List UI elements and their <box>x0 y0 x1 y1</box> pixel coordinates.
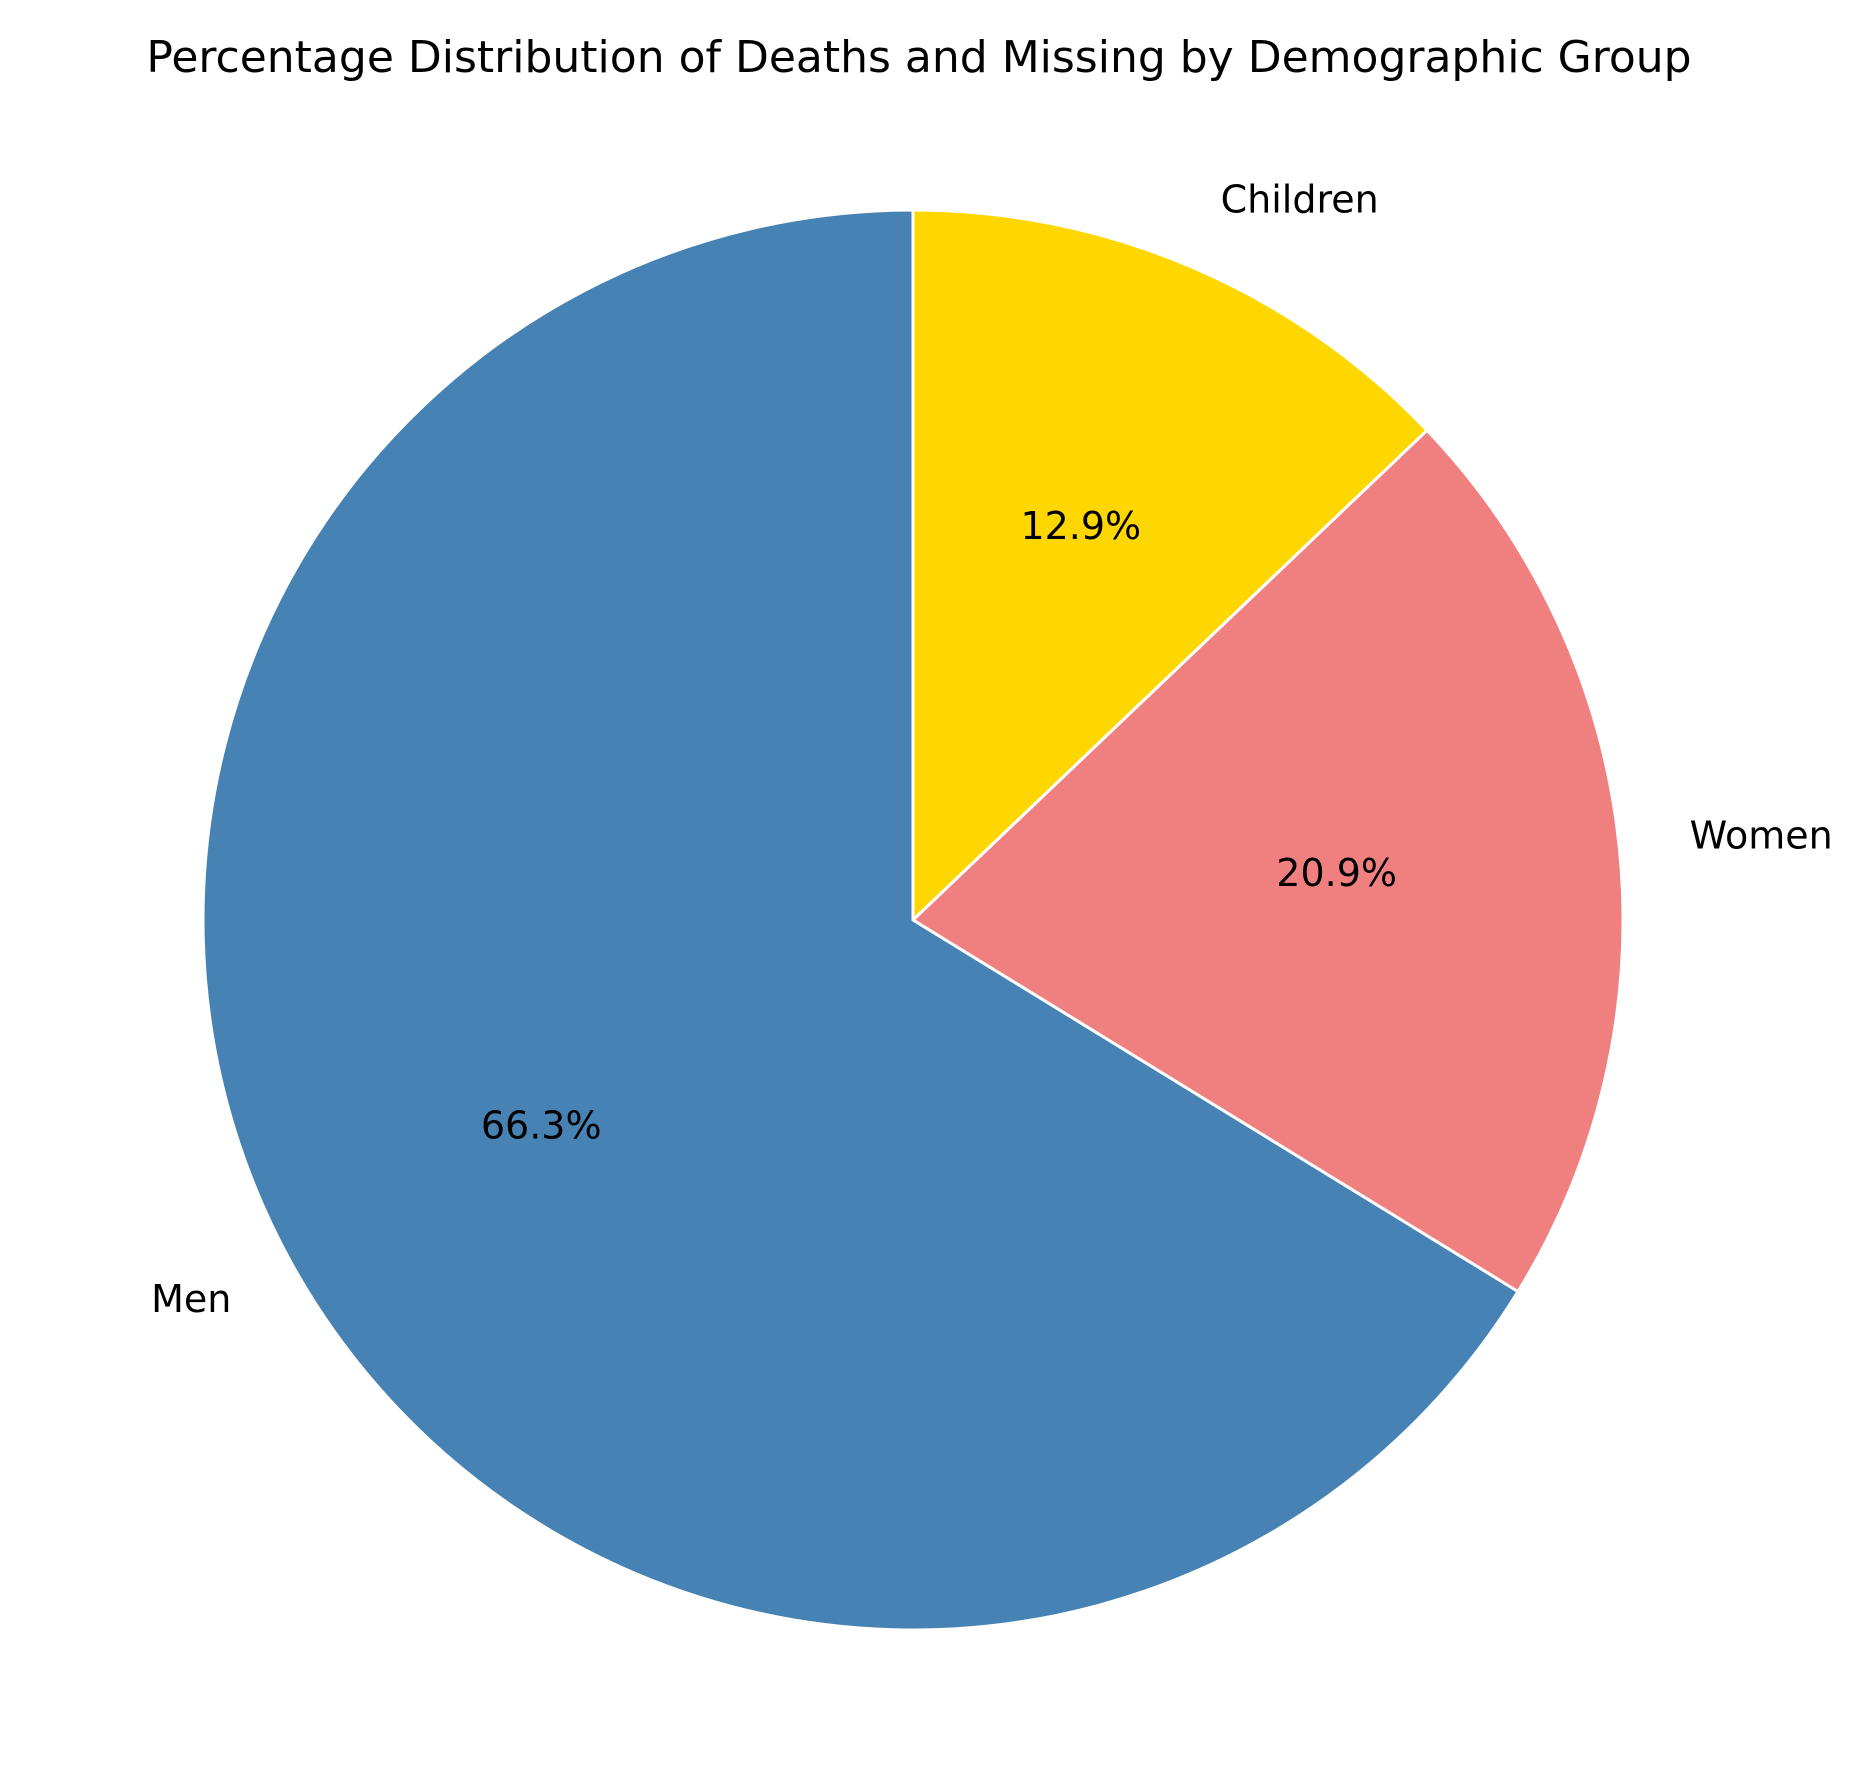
slice-label-women: Women <box>1690 814 1833 858</box>
slice-pct-label-women: 20.9% <box>1276 851 1397 895</box>
pie-slices <box>201 208 1625 1632</box>
slice-pct-label-men: 66.3% <box>481 1103 602 1147</box>
pie-slice-women <box>911 428 1625 1294</box>
slice-pct-label-children: 12.9% <box>1020 504 1141 548</box>
slice-label-men: Men <box>151 1277 231 1321</box>
chart-title: Percentage Distribution of Deaths and Mi… <box>146 32 1691 83</box>
pie-slice-men <box>201 208 1520 1632</box>
pie-slice-children <box>911 208 1429 922</box>
pie-labels: Children 12.9% Women 20.9% Men 66.3% <box>151 178 1833 1321</box>
slice-label-children: Children <box>1221 178 1379 222</box>
